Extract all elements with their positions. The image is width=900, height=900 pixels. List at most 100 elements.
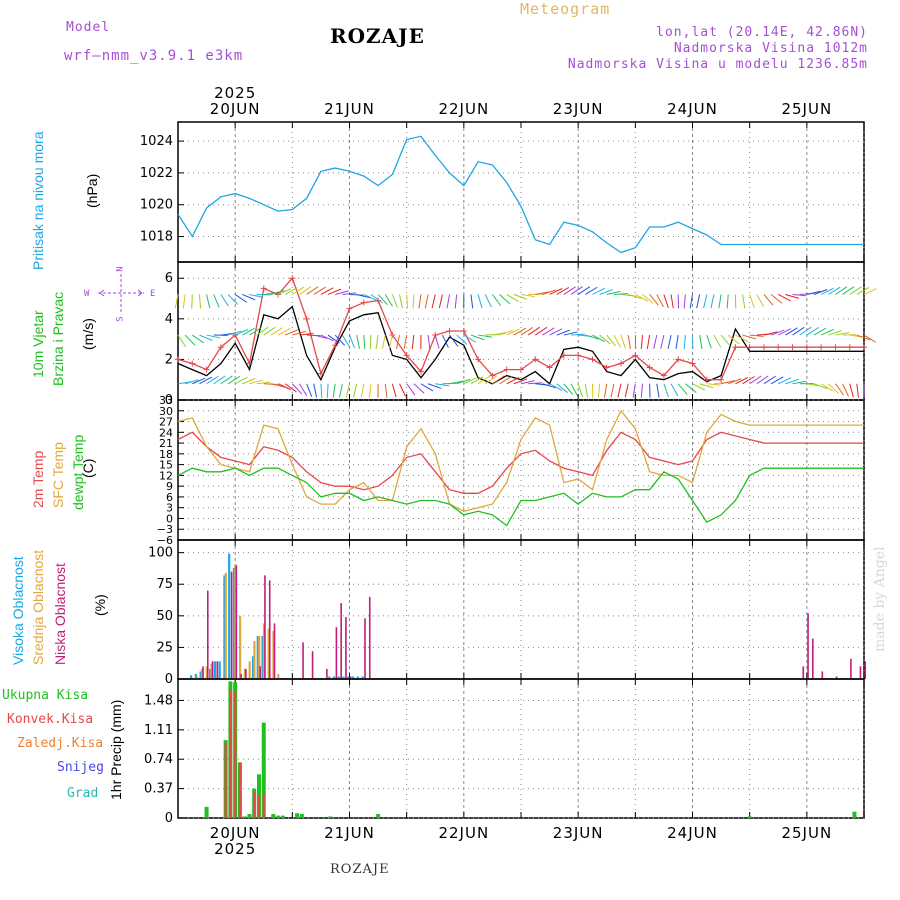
wind-arrow [492, 375, 505, 385]
bar-niska [311, 651, 314, 679]
bar-srednja [234, 565, 237, 679]
wind-arrow [785, 327, 798, 336]
wind-arrow [356, 293, 371, 299]
wind-arrow [592, 287, 606, 295]
wind-arrow [306, 383, 313, 398]
wind-arrow [441, 334, 449, 348]
bar-srednja [243, 668, 246, 679]
wind-arrow [856, 334, 871, 341]
day-label-bottom: 20JUN [210, 824, 261, 842]
wind-arrow [749, 375, 762, 385]
wind-arrow [399, 383, 407, 397]
wind-arrow [535, 326, 548, 336]
wind-arrow [584, 383, 589, 398]
bar-visoka [218, 661, 221, 679]
ytick-label-temperature: 6 [166, 491, 173, 504]
wind-arrow [334, 334, 346, 346]
wind-arrow [863, 288, 877, 295]
ytick-label-wind: 0 [165, 393, 173, 408]
wind-arrow [213, 375, 226, 385]
bar-konvek-kisa [257, 795, 261, 818]
bar-srednja [253, 641, 256, 679]
wind-arrow [413, 383, 425, 394]
wind-arrow [699, 383, 714, 389]
ytick-label-precip: 0.74 [144, 752, 173, 767]
wind-arrow [813, 327, 827, 336]
wind-arrow [327, 334, 340, 344]
wind-arrow [406, 383, 416, 396]
wind-arrow [427, 334, 431, 350]
wind-arrow [434, 334, 440, 349]
wind-arrow [369, 335, 372, 350]
wind-arrow [656, 383, 660, 398]
wind-arrow [306, 334, 321, 337]
wind-arrow [363, 335, 366, 350]
legend-snow: Snijeg [57, 760, 104, 775]
bar-visoka [332, 676, 336, 679]
wind-arrow [813, 289, 828, 295]
gust-marker [660, 372, 667, 379]
bar-srednja [248, 661, 251, 679]
bar-niska [302, 642, 304, 679]
bar-niska [345, 617, 347, 679]
wind-arrow [284, 287, 298, 295]
bar-visoka [209, 668, 212, 679]
wind-arrow [642, 294, 654, 304]
wind-arrow [556, 329, 571, 336]
wind-arrow [292, 286, 305, 295]
bar-ukupna-kisa [299, 814, 304, 818]
wind-arrow [420, 383, 434, 392]
gust-marker [303, 315, 310, 322]
gust-marker [689, 360, 696, 367]
wind-arrow [220, 294, 229, 307]
wind-arrow [849, 383, 854, 398]
wind-arrow [384, 294, 393, 307]
bar-visoka [342, 676, 345, 679]
wind-arrow [820, 328, 835, 336]
bar-visoka [261, 636, 264, 679]
wind-arrow [677, 383, 688, 395]
model-name: wrf—nmm_v3.9.1 e3km [64, 48, 244, 64]
wind-arrow [411, 335, 415, 350]
bar-visoka [256, 636, 259, 679]
day-label-top: 24JUN [667, 100, 718, 118]
bar-niska [835, 676, 838, 679]
compass-east: E [150, 289, 156, 299]
wind-arrow [446, 294, 451, 309]
bar-ukupna-kisa [271, 814, 276, 818]
gust-marker [632, 352, 639, 359]
compass-cross-icon [98, 274, 144, 314]
gust-marker [760, 344, 767, 351]
wind-arrow [685, 383, 697, 393]
wind-arrow [292, 330, 306, 336]
watermark: made by Angel [872, 546, 888, 653]
wind-arrow [353, 383, 358, 398]
wind-arrow [556, 287, 570, 295]
wind-arrow [213, 294, 220, 308]
wind-arrow [689, 294, 693, 309]
wind-arrow [628, 293, 642, 300]
wind-arrow [610, 383, 615, 398]
gust-marker [332, 342, 339, 349]
gust-marker [861, 344, 867, 351]
day-label-top: 25JUN [781, 100, 832, 118]
bar-visoka [213, 661, 217, 679]
wind-arrow [640, 335, 643, 350]
gust-marker [575, 352, 582, 359]
gust-marker [403, 352, 410, 359]
bar-visoka [361, 676, 364, 679]
bar-visoka [251, 656, 255, 679]
bar-ukupna-kisa [280, 815, 285, 818]
bar-ukupna-kisa [852, 811, 857, 818]
ytick-label-precip: 1.11 [144, 723, 173, 738]
gust-marker [718, 376, 725, 383]
wind-arrow [299, 332, 314, 336]
ytick-label-pressure: 1022 [140, 166, 173, 181]
wind-arrow [470, 294, 474, 309]
wind-arrow [199, 334, 213, 341]
wind-arrow [424, 294, 429, 309]
bar-niska [864, 661, 866, 679]
bar-visoka [228, 553, 231, 679]
gust-marker [217, 344, 224, 351]
gust-marker [203, 366, 210, 373]
